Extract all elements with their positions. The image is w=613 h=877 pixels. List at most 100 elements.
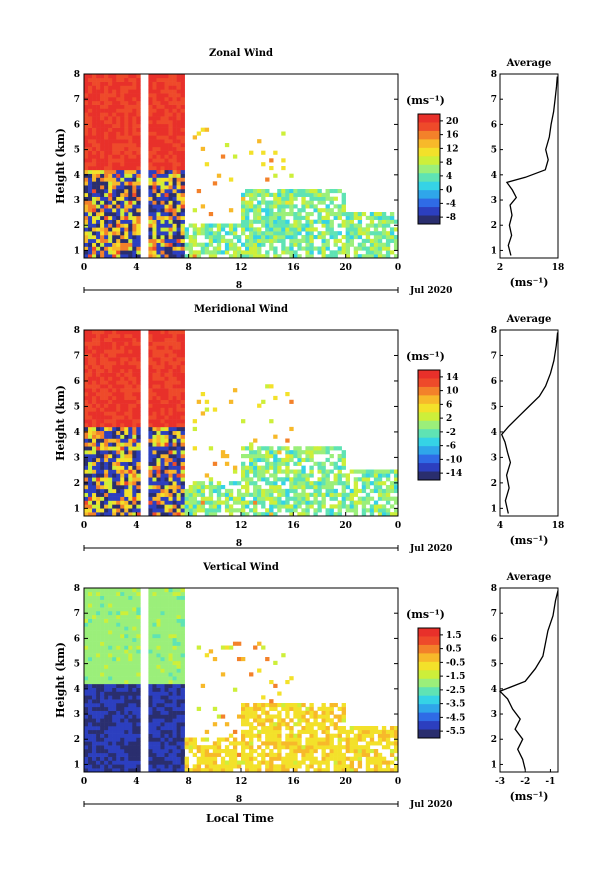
heatmap-cell (124, 342, 128, 346)
heatmap-cell (156, 626, 160, 630)
heatmap-cell (334, 243, 338, 247)
heatmap-cell (221, 227, 225, 231)
heatmap-cell (108, 109, 112, 113)
heatmap-cell (197, 189, 201, 193)
heatmap-cell (112, 392, 116, 396)
y-tick-label: 3 (74, 453, 80, 463)
heatmap-cell (88, 392, 92, 396)
heatmap-cell (301, 508, 305, 512)
y-tick-label: 2 (74, 479, 80, 489)
heatmap-cell (120, 151, 124, 155)
heatmap-cell (165, 147, 169, 151)
heatmap-cell (128, 680, 132, 684)
heatmap-cell (253, 197, 257, 201)
heatmap-cell (281, 216, 285, 220)
heatmap-cell (136, 353, 140, 357)
heatmap-cell (313, 204, 317, 208)
heatmap-cell (173, 93, 177, 97)
heatmap-cell (261, 703, 265, 707)
heatmap-cell (366, 239, 370, 243)
heatmap-cell (285, 227, 289, 231)
heatmap-cell (132, 101, 136, 105)
heatmap-cell (136, 231, 140, 235)
heatmap-cell (181, 361, 185, 365)
heatmap-cell (326, 227, 330, 231)
heatmap-cell (136, 178, 140, 182)
heatmap-cell (273, 470, 277, 474)
heatmap-cell (281, 703, 285, 707)
heatmap-cell (116, 745, 120, 749)
heatmap-cell (229, 757, 233, 761)
heatmap-cell (213, 657, 217, 661)
heatmap-cell (362, 470, 366, 474)
heatmap-cell (173, 143, 177, 147)
heatmap-cell (293, 477, 297, 481)
heatmap-cell (165, 607, 169, 611)
heatmap-cell (104, 197, 108, 201)
heatmap-cell (124, 489, 128, 493)
heatmap-cell (354, 227, 358, 231)
heatmap-cell (104, 135, 108, 139)
heatmap-cell (156, 489, 160, 493)
heatmap-cell (148, 454, 152, 458)
heatmap-cell (160, 101, 164, 105)
heatmap-cell (128, 193, 132, 197)
heatmap-cell (201, 224, 205, 228)
profile-y-tick-label: 7 (491, 351, 497, 361)
heatmap-cell (112, 338, 116, 342)
heatmap-cell (322, 470, 326, 474)
heatmap-cell (330, 462, 334, 466)
heatmap-cell (156, 158, 160, 162)
heatmap-cell (108, 753, 112, 757)
heatmap-cell (362, 477, 366, 481)
heatmap-cell (169, 470, 173, 474)
heatmap-cell (253, 757, 257, 761)
heatmap-cell (197, 707, 201, 711)
heatmap-cell (173, 330, 177, 334)
heatmap-cell (309, 454, 313, 458)
heatmap-cell (136, 661, 140, 665)
heatmap-cell (84, 101, 88, 105)
heatmap-cell (152, 630, 156, 634)
heatmap-cell (169, 158, 173, 162)
heatmap-cell (173, 243, 177, 247)
heatmap-cell (181, 147, 185, 151)
heatmap-cell (84, 139, 88, 143)
heatmap-cell (120, 212, 124, 216)
heatmap-cell (104, 473, 108, 477)
heatmap-cell (245, 212, 249, 216)
heatmap-cell (313, 208, 317, 212)
heatmap-cell (156, 588, 160, 592)
heatmap-cell (181, 485, 185, 489)
heatmap-cell (136, 600, 140, 604)
heatmap-cell (148, 764, 152, 768)
heatmap-cell (169, 74, 173, 78)
heatmap-cell (148, 204, 152, 208)
heatmap-cell (273, 741, 277, 745)
heatmap-cell (237, 239, 241, 243)
heatmap-cell (257, 450, 261, 454)
heatmap-cell (124, 93, 128, 97)
heatmap-cell (108, 615, 112, 619)
heatmap-cell (177, 139, 181, 143)
heatmap-cell (301, 201, 305, 205)
heatmap-cell (241, 473, 245, 477)
heatmap-cell (84, 722, 88, 726)
heatmap-cell (100, 741, 104, 745)
heatmap-cell (173, 753, 177, 757)
heatmap-cell (366, 477, 370, 481)
heatmap-cell (124, 619, 128, 623)
heatmap-cell (177, 105, 181, 109)
heatmap-cell (120, 346, 124, 350)
heatmap-cell (197, 132, 201, 136)
heatmap-cell (173, 408, 177, 412)
heatmap-cell (156, 235, 160, 239)
heatmap-cell (382, 497, 386, 501)
heatmap-cell (177, 227, 181, 231)
heatmap-cell (104, 97, 108, 101)
heatmap-cell (108, 427, 112, 431)
heatmap-cell (209, 761, 213, 765)
heatmap-cell (177, 101, 181, 105)
heatmap-cell (322, 231, 326, 235)
heatmap-cell (313, 446, 317, 450)
